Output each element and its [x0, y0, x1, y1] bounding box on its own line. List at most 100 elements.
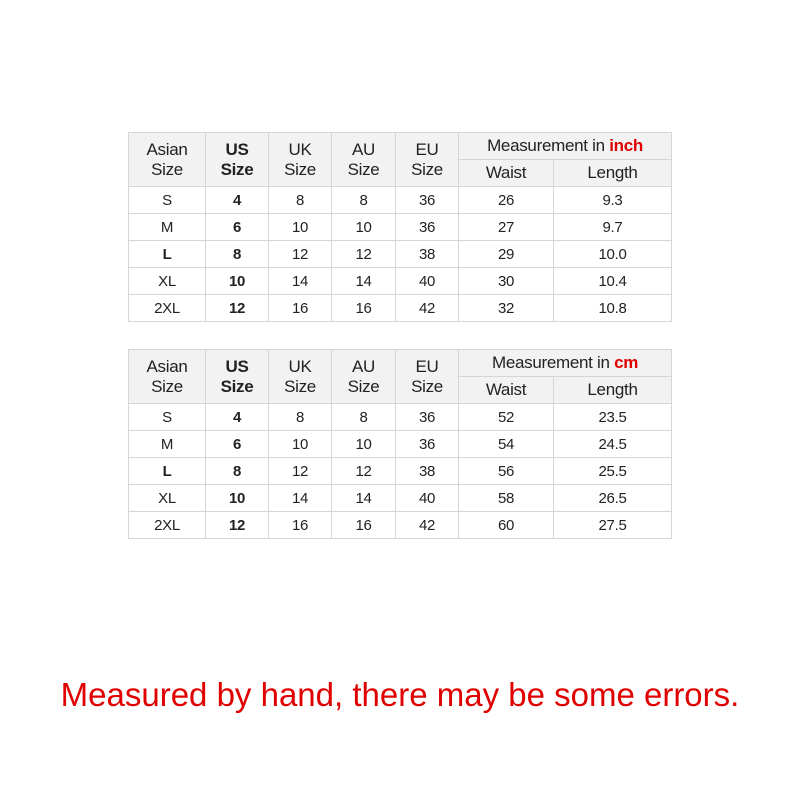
cell-asian-size: 2XL — [128, 294, 206, 322]
cell-us-size: 12 — [205, 511, 269, 539]
table-row: L 8 12 12 38 56 25.5 — [128, 457, 673, 485]
table-row: XL 10 14 14 40 58 26.5 — [128, 484, 673, 512]
header-uk-size: UK Size — [268, 349, 332, 404]
table-row: S 4 8 8 36 52 23.5 — [128, 403, 673, 431]
header-waist: Waist — [458, 376, 554, 404]
cell-au-size: 8 — [331, 403, 396, 431]
cell-uk-size: 8 — [268, 186, 332, 214]
cell-asian-size: XL — [128, 267, 206, 295]
cell-uk-size: 10 — [268, 213, 332, 241]
header-line: UK — [288, 356, 312, 376]
cell-waist: 54 — [458, 430, 554, 458]
header-line: Size — [284, 376, 316, 396]
header-row: Asian Size US Size UK Size AU Size EU Size Measure… — [128, 132, 672, 187]
cell-us-size: 10 — [205, 484, 269, 512]
cell-waist: 58 — [458, 484, 554, 512]
cell-uk-size: 12 — [268, 240, 332, 268]
header-row: Asian Size US Size UK Size AU Size EU Size Measure… — [128, 349, 673, 404]
header-line: Size — [284, 159, 316, 179]
measurement-unit: inch — [609, 136, 643, 155]
table-row: M 6 10 10 36 54 24.5 — [128, 430, 673, 458]
header-line: Asian — [146, 356, 188, 376]
cell-uk-size: 14 — [268, 484, 332, 512]
cell-au-size: 12 — [331, 457, 396, 485]
cell-length: 26.5 — [552, 484, 673, 512]
cell-au-size: 12 — [331, 240, 396, 268]
cell-waist: 56 — [458, 457, 554, 485]
cell-waist: 27 — [458, 213, 554, 241]
header-line: Size — [411, 376, 443, 396]
cell-us-size: 8 — [205, 240, 269, 268]
header-line: Size — [151, 159, 183, 179]
cell-eu-size: 40 — [395, 484, 459, 512]
cell-waist: 29 — [458, 240, 554, 268]
cell-uk-size: 10 — [268, 430, 332, 458]
cell-au-size: 16 — [331, 511, 396, 539]
table-row: 2XL 12 16 16 42 60 27.5 — [128, 511, 673, 539]
table-row: M 6 10 10 36 27 9.7 — [128, 213, 672, 241]
measurement-unit: cm — [614, 353, 639, 372]
cell-length: 10.0 — [553, 240, 672, 268]
cell-length: 9.3 — [553, 186, 672, 214]
header-length: Length — [552, 376, 673, 404]
header-line: Size — [220, 376, 254, 396]
header-uk-size: UK Size — [268, 132, 332, 187]
cell-au-size: 16 — [331, 294, 396, 322]
cell-eu-size: 40 — [395, 267, 459, 295]
header-us-size: US Size — [205, 349, 269, 404]
cell-us-size: 6 — [205, 430, 269, 458]
cell-length: 10.4 — [553, 267, 672, 295]
cell-length: 10.8 — [553, 294, 672, 322]
header-asian-size: Asian Size — [128, 349, 206, 404]
cell-us-size: 8 — [205, 457, 269, 485]
cell-us-size: 4 — [205, 186, 269, 214]
header-line: AU — [351, 356, 376, 376]
cell-waist: 32 — [458, 294, 554, 322]
cell-length: 27.5 — [552, 511, 673, 539]
size-table-inch: Asian Size US Size UK Size AU Size EU Size Measure… — [128, 132, 672, 322]
header-au-size: AU Size — [331, 349, 396, 404]
cell-asian-size: S — [128, 403, 206, 431]
cell-eu-size: 36 — [395, 213, 459, 241]
header-measurement: Measurement in inch — [458, 132, 672, 160]
header-line: EU — [415, 356, 439, 376]
header-line: AU — [351, 139, 376, 159]
header-line: Asian — [146, 139, 188, 159]
cell-asian-size: 2XL — [128, 511, 206, 539]
cell-uk-size: 8 — [268, 403, 332, 431]
cell-uk-size: 12 — [268, 457, 332, 485]
header-line: Size — [411, 159, 443, 179]
cell-length: 9.7 — [553, 213, 672, 241]
cell-au-size: 8 — [331, 186, 396, 214]
cell-us-size: 12 — [205, 294, 269, 322]
cell-eu-size: 36 — [395, 186, 459, 214]
cell-eu-size: 42 — [395, 294, 459, 322]
cell-us-size: 4 — [205, 403, 269, 431]
cell-length: 25.5 — [552, 457, 673, 485]
header-eu-size: EU Size — [395, 132, 459, 187]
header-eu-size: EU Size — [395, 349, 459, 404]
cell-asian-size: L — [128, 240, 206, 268]
cell-au-size: 14 — [331, 484, 396, 512]
header-asian-size: Asian Size — [128, 132, 206, 187]
cell-length: 23.5 — [552, 403, 673, 431]
header-row: Waist Length — [129, 159, 672, 187]
cell-asian-size: M — [128, 430, 206, 458]
cell-asian-size: M — [128, 213, 206, 241]
table-row: L 8 12 12 38 29 10.0 — [128, 240, 672, 268]
measurement-note: Measured by hand, there may be some erro… — [60, 676, 740, 713]
cell-eu-size: 38 — [395, 240, 459, 268]
measurement-label: Measurement in — [491, 353, 615, 372]
cell-eu-size: 36 — [395, 403, 459, 431]
header-line: UK — [288, 139, 312, 159]
cell-us-size: 10 — [205, 267, 269, 295]
cell-waist: 30 — [458, 267, 554, 295]
cell-asian-size: L — [128, 457, 206, 485]
cell-uk-size: 14 — [268, 267, 332, 295]
cell-eu-size: 42 — [395, 511, 459, 539]
header-line: Size — [151, 376, 183, 396]
cell-asian-size: S — [128, 186, 206, 214]
header-line: US — [225, 356, 249, 376]
size-table-cm: Asian Size US Size UK Size AU Size EU Size Measure… — [128, 349, 673, 539]
cell-uk-size: 16 — [268, 294, 332, 322]
